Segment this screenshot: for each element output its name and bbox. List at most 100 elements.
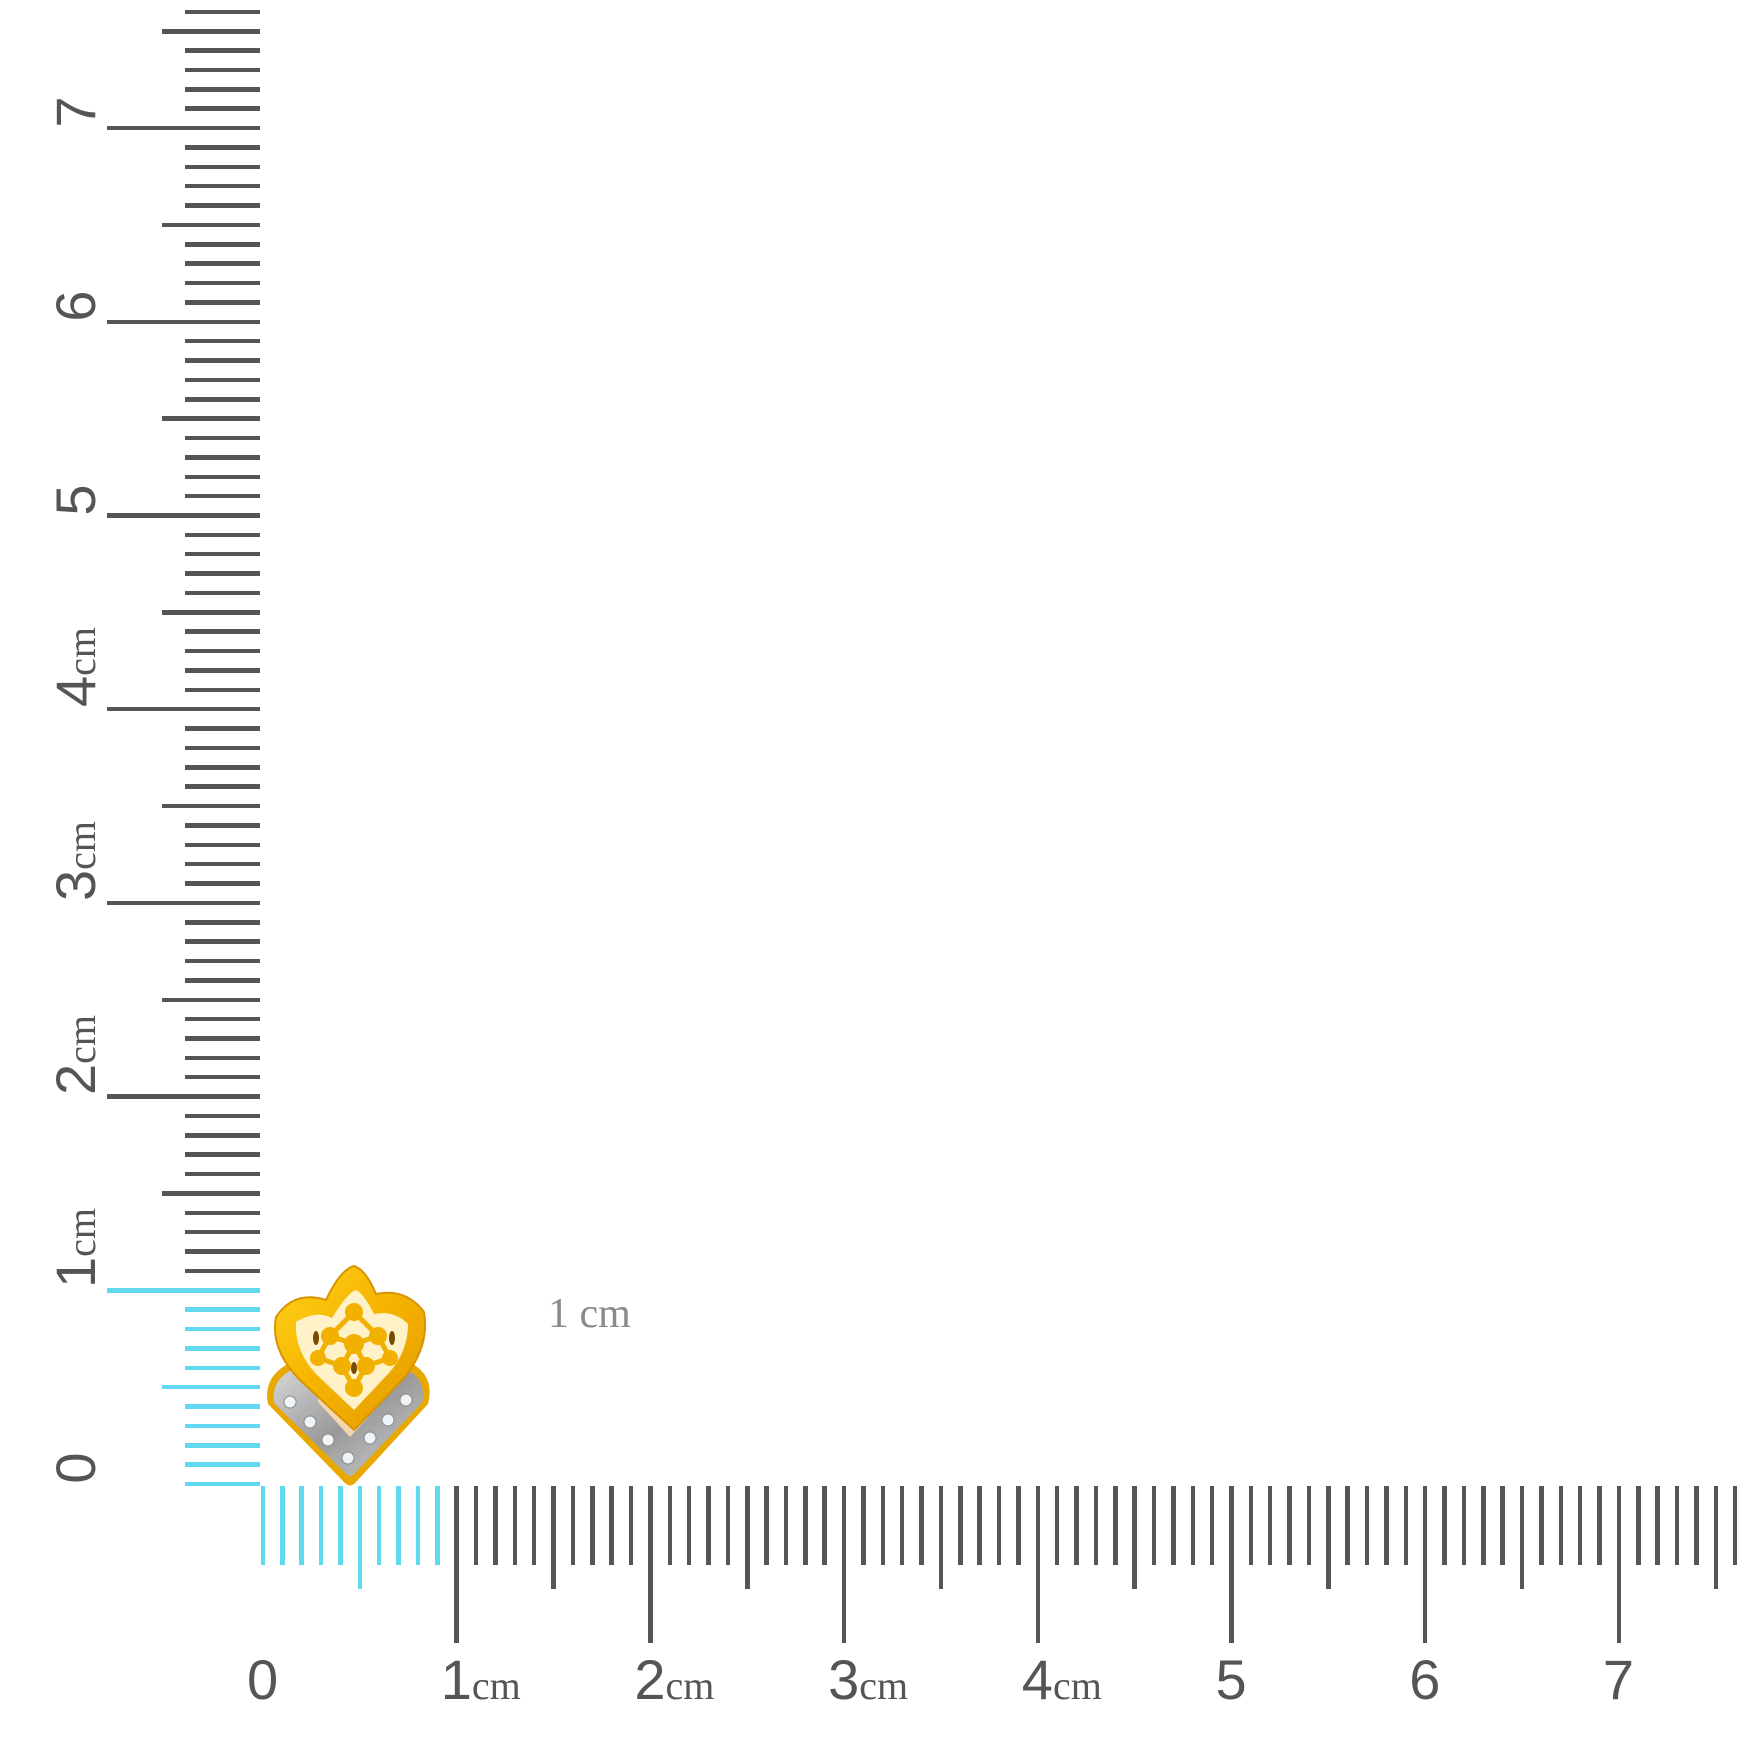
vertical-ruler-tick bbox=[185, 1462, 260, 1467]
horizontal-ruler-tick bbox=[1597, 1486, 1602, 1565]
horizontal-ruler-tick bbox=[1113, 1486, 1118, 1565]
horizontal-ruler-tick bbox=[1655, 1486, 1660, 1565]
vertical-ruler-tick bbox=[185, 842, 260, 848]
horizontal-ruler-label: 3cm bbox=[828, 1652, 908, 1708]
horizontal-ruler-tick bbox=[1713, 1486, 1718, 1589]
horizontal-ruler-tick bbox=[318, 1486, 324, 1565]
horizontal-ruler-label: 6 bbox=[1409, 1652, 1440, 1708]
label-number: 7 bbox=[44, 96, 107, 128]
label-unit: cm bbox=[59, 627, 104, 677]
vertical-ruler-tick bbox=[185, 1249, 260, 1254]
vertical-ruler-tick bbox=[107, 706, 260, 712]
horizontal-ruler-tick bbox=[1326, 1486, 1331, 1589]
label-number: 6 bbox=[44, 290, 107, 322]
vertical-ruler-tick bbox=[185, 532, 260, 538]
vertical-ruler-tick bbox=[185, 203, 260, 208]
vertical-ruler-tick bbox=[185, 784, 260, 789]
horizontal-ruler-tick bbox=[1577, 1486, 1583, 1565]
horizontal-ruler-label: 5 bbox=[1216, 1652, 1247, 1708]
horizontal-ruler-tick bbox=[415, 1486, 421, 1565]
vertical-ruler-tick bbox=[185, 1481, 260, 1487]
vertical-ruler-tick bbox=[185, 183, 260, 189]
vertical-ruler-tick bbox=[185, 9, 260, 15]
vertical-ruler-tick bbox=[185, 1443, 260, 1448]
horizontal-ruler-tick bbox=[531, 1486, 537, 1565]
vertical-ruler-tick bbox=[185, 1346, 260, 1351]
vertical-ruler-label: 1cm bbox=[44, 1208, 107, 1288]
vertical-ruler-tick bbox=[185, 978, 260, 983]
horizontal-ruler-tick bbox=[1461, 1486, 1467, 1565]
vertical-ruler-tick bbox=[162, 1384, 260, 1390]
horizontal-ruler-tick bbox=[1558, 1486, 1564, 1565]
vertical-ruler-tick bbox=[185, 242, 260, 247]
horizontal-ruler-label: 1cm bbox=[441, 1652, 521, 1708]
vertical-ruler-tick bbox=[185, 1326, 260, 1332]
horizontal-ruler-tick bbox=[435, 1486, 440, 1565]
horizontal-ruler-tick bbox=[1171, 1486, 1176, 1565]
horizontal-ruler-tick bbox=[1732, 1486, 1738, 1565]
label-unit: cm bbox=[859, 1663, 909, 1708]
label-number: 3 bbox=[44, 869, 107, 901]
vertical-ruler-tick bbox=[185, 106, 260, 111]
horizontal-ruler-tick bbox=[919, 1486, 924, 1565]
vertical-ruler-tick bbox=[107, 900, 260, 906]
horizontal-ruler-label: 4cm bbox=[1022, 1652, 1102, 1708]
horizontal-ruler-tick bbox=[396, 1486, 401, 1565]
vertical-ruler-tick bbox=[107, 125, 260, 131]
vertical-ruler-tick bbox=[162, 416, 260, 421]
horizontal-ruler-tick bbox=[1074, 1486, 1079, 1565]
vertical-ruler-tick bbox=[185, 1113, 260, 1119]
label-number: 0 bbox=[44, 1452, 107, 1484]
horizontal-ruler-tick bbox=[1035, 1486, 1041, 1643]
horizontal-ruler-tick bbox=[1209, 1486, 1215, 1565]
vertical-ruler-tick bbox=[185, 920, 260, 925]
vertical-ruler-tick bbox=[185, 435, 260, 441]
vertical-ruler-tick bbox=[185, 1365, 260, 1371]
vertical-ruler-tick bbox=[185, 765, 260, 770]
horizontal-ruler-tick bbox=[1674, 1486, 1680, 1565]
vertical-ruler-tick bbox=[185, 280, 260, 286]
vertical-ruler-tick bbox=[185, 1016, 260, 1022]
label-unit: cm bbox=[665, 1663, 715, 1708]
vertical-ruler-tick bbox=[185, 164, 260, 170]
vertical-ruler-tick bbox=[185, 145, 260, 150]
horizontal-ruler-tick bbox=[280, 1486, 285, 1565]
horizontal-ruler-tick bbox=[1093, 1486, 1099, 1565]
vertical-ruler-label: 5 bbox=[44, 484, 107, 515]
vertical-ruler-tick bbox=[185, 397, 260, 402]
horizontal-ruler-label: 2cm bbox=[634, 1652, 714, 1708]
vertical-ruler-tick bbox=[185, 571, 260, 576]
vertical-ruler-tick bbox=[185, 629, 260, 634]
vertical-ruler-tick bbox=[185, 377, 260, 383]
vertical-ruler-tick bbox=[185, 687, 260, 693]
horizontal-ruler-tick bbox=[609, 1486, 614, 1565]
horizontal-ruler-tick bbox=[841, 1486, 847, 1643]
label-number: 7 bbox=[1602, 1648, 1635, 1711]
label-unit: cm bbox=[1052, 1663, 1102, 1708]
horizontal-ruler-tick bbox=[1636, 1486, 1641, 1565]
horizontal-ruler-tick bbox=[783, 1486, 789, 1565]
vertical-ruler-tick bbox=[185, 939, 260, 944]
horizontal-ruler-tick bbox=[1016, 1486, 1021, 1565]
vertical-ruler-label: 4cm bbox=[44, 627, 107, 707]
horizontal-ruler-tick bbox=[473, 1486, 479, 1565]
vertical-ruler-label: 0 bbox=[44, 1452, 107, 1483]
horizontal-ruler-tick bbox=[803, 1486, 808, 1565]
vertical-ruler-tick bbox=[185, 1268, 260, 1274]
vertical-ruler-tick bbox=[185, 745, 260, 751]
horizontal-ruler-tick bbox=[1539, 1486, 1544, 1565]
horizontal-ruler-tick bbox=[512, 1486, 518, 1565]
horizontal-ruler-tick bbox=[590, 1486, 595, 1565]
horizontal-ruler-tick bbox=[299, 1486, 304, 1565]
horizontal-ruler-tick bbox=[958, 1486, 963, 1565]
vertical-ruler-tick bbox=[185, 338, 260, 344]
horizontal-ruler-tick bbox=[667, 1486, 673, 1565]
vertical-ruler-label: 7 bbox=[44, 97, 107, 128]
horizontal-ruler-tick bbox=[996, 1486, 1002, 1565]
vertical-ruler-tick bbox=[162, 1191, 260, 1196]
vertical-ruler-tick bbox=[185, 1404, 260, 1409]
label-number: 0 bbox=[247, 1648, 279, 1711]
vertical-ruler-tick bbox=[185, 958, 260, 964]
horizontal-ruler-tick bbox=[1267, 1486, 1273, 1565]
vertical-ruler-label: 3cm bbox=[44, 821, 107, 901]
